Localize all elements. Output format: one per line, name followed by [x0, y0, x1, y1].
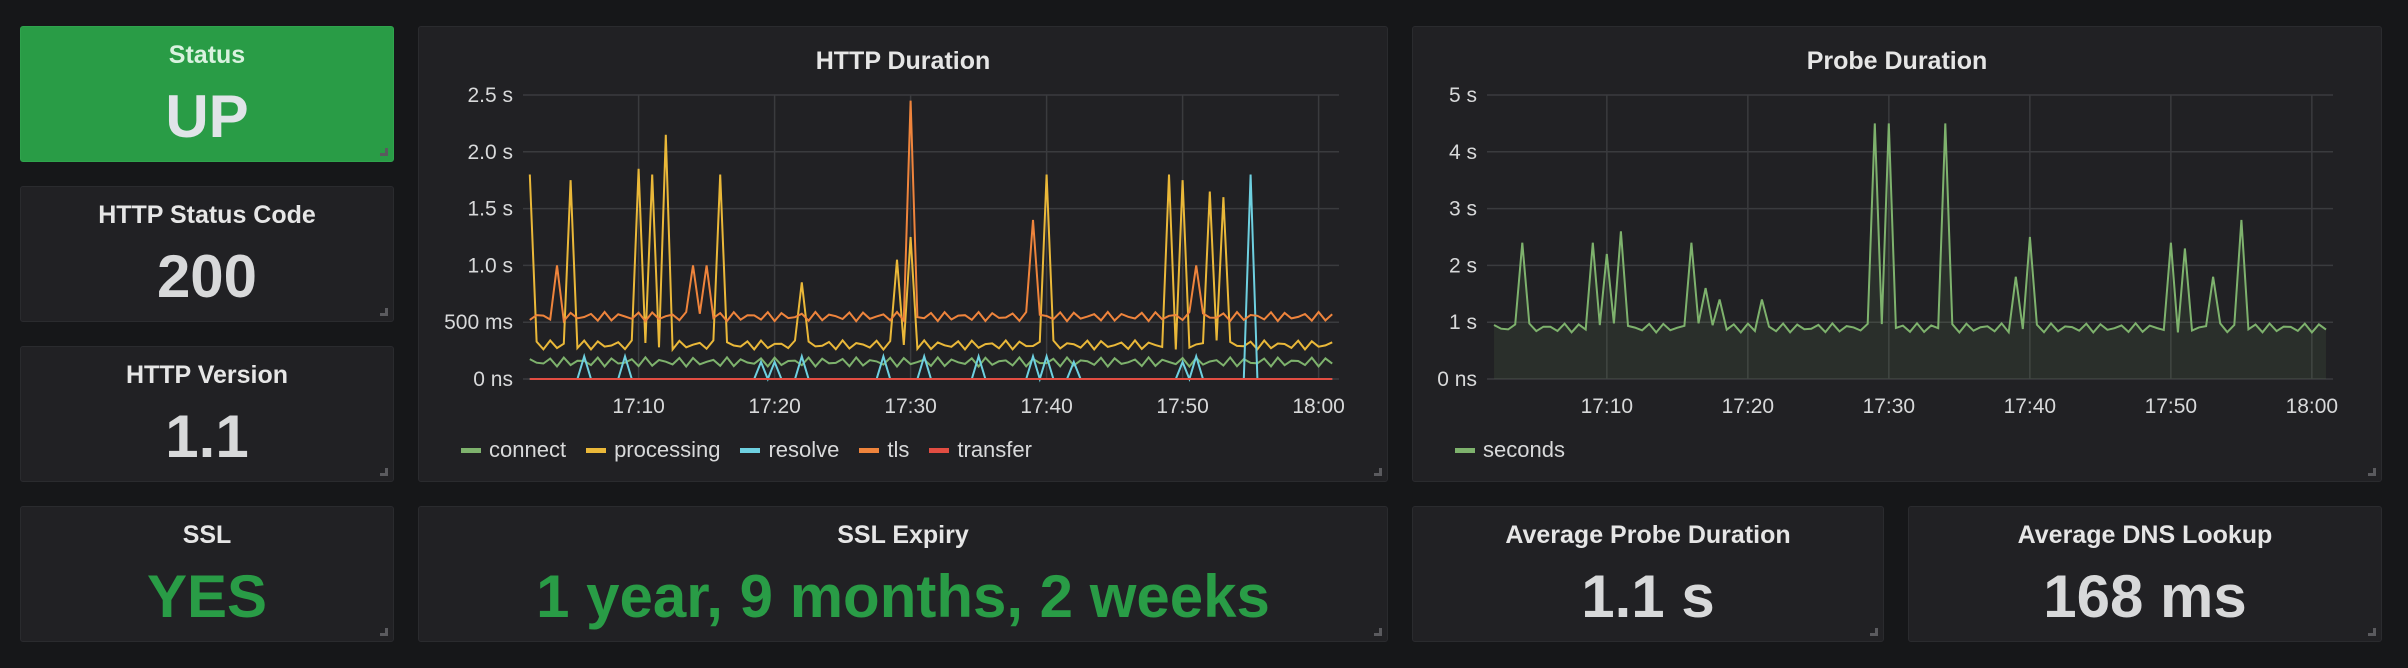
probe-duration-panel[interactable]: Probe Duration 0 ns 1 s 2 s 3 s 4 s 5 s 17:10 1…	[1412, 26, 2382, 482]
resize-handle[interactable]	[380, 148, 388, 156]
resize-handle[interactable]	[380, 468, 388, 476]
legend-swatch-tls	[859, 447, 880, 453]
legend-item-connect[interactable]: connect	[461, 437, 566, 463]
x-tick-label: 17:30	[1863, 395, 1916, 418]
probe-duration-title: Probe Duration	[1806, 47, 1988, 75]
avg-dns-lookup-panel[interactable]: Average DNS Lookup 168 ms	[1908, 506, 2382, 642]
resize-handle[interactable]	[1374, 468, 1382, 476]
resize-handle[interactable]	[380, 628, 388, 636]
y-tick-label: 1 s	[1449, 311, 1477, 334]
http-version-title: HTTP Version	[125, 361, 289, 389]
resize-handle[interactable]	[2368, 628, 2376, 636]
avg-dns-lookup-value: 168 ms	[2043, 563, 2247, 630]
x-tick-label: 17:10	[1581, 395, 1634, 418]
ssl-panel[interactable]: SSL YES	[20, 506, 394, 642]
x-tick-label: 17:10	[612, 395, 665, 418]
http-version-value: 1.1	[165, 403, 249, 470]
status-value: UP	[165, 83, 249, 150]
legend-swatch-seconds	[1455, 447, 1475, 453]
ssl-expiry-panel[interactable]: SSL Expiry 1 year, 9 months, 2 weeks	[418, 506, 1388, 642]
legend-item-tls[interactable]: tls	[859, 437, 909, 463]
legend-item-resolve[interactable]: resolve	[740, 437, 839, 463]
http-duration-chart[interactable]: 0 ns 500 ms 1.0 s 1.5 s 2.0 s 2.5 s 17:10 17:20…	[419, 27, 1389, 483]
legend-item-transfer[interactable]: transfer	[929, 437, 1032, 463]
ssl-value: YES	[146, 563, 268, 630]
series-line-seconds[interactable]	[1493, 123, 2327, 335]
legend-label-seconds: seconds	[1483, 437, 1565, 462]
x-tick-label: 17:40	[2004, 395, 2057, 418]
legend-item-processing[interactable]: processing	[586, 437, 720, 463]
resize-handle[interactable]	[1374, 628, 1382, 636]
x-tick-label: 18:00	[1292, 395, 1345, 418]
http-status-code-title: HTTP Status Code	[98, 201, 316, 229]
y-tick-label: 0 ns	[1437, 368, 1477, 391]
series-line-connect[interactable]	[529, 355, 1333, 369]
legend-swatch-transfer	[929, 447, 950, 453]
avg-probe-duration-value: 1.1 s	[1581, 563, 1715, 630]
y-tick-label: 2.5 s	[467, 84, 513, 107]
y-tick-label: 2.0 s	[467, 141, 513, 164]
legend-label-connect: connect	[489, 437, 567, 462]
series-line-tls[interactable]	[529, 100, 1333, 324]
status-panel[interactable]: Status UP	[20, 26, 394, 162]
avg-probe-duration-panel[interactable]: Average Probe Duration 1.1 s	[1412, 506, 1884, 642]
status-title: Status	[168, 41, 246, 69]
ssl-expiry-title: SSL Expiry	[837, 521, 969, 549]
x-tick-label: 17:20	[748, 395, 801, 418]
legend-label-processing: processing	[614, 437, 721, 462]
http-duration-panel[interactable]: HTTP Duration 0 ns 500 ms 1.0 s 1.5 s 2.0 s 2…	[418, 26, 1388, 482]
legend-swatch-resolve	[740, 447, 761, 453]
resize-handle[interactable]	[380, 308, 388, 316]
http-status-code-value: 200	[156, 243, 258, 310]
y-tick-label: 1.5 s	[467, 198, 513, 221]
x-tick-label: 18:00	[2286, 395, 2339, 418]
resize-handle[interactable]	[2368, 468, 2376, 476]
ssl-expiry-value: 1 year, 9 months, 2 weeks	[536, 563, 1270, 630]
series-area-seconds	[1494, 123, 2326, 380]
legend-label-resolve: resolve	[768, 437, 840, 462]
x-tick-label: 17:30	[884, 395, 937, 418]
x-tick-label: 17:40	[1020, 395, 1073, 418]
y-tick-label: 0 ns	[473, 368, 513, 391]
http-duration-title: HTTP Duration	[815, 47, 991, 75]
x-tick-label: 17:20	[1722, 395, 1775, 418]
resize-handle[interactable]	[1870, 628, 1878, 636]
y-tick-label: 3 s	[1449, 198, 1477, 221]
http-status-code-panel[interactable]: HTTP Status Code 200	[20, 186, 394, 322]
ssl-title: SSL	[182, 521, 232, 549]
legend-label-transfer: transfer	[957, 437, 1032, 462]
avg-probe-duration-title: Average Probe Duration	[1505, 521, 1791, 549]
y-tick-label: 500 ms	[444, 311, 513, 334]
y-tick-label: 5 s	[1449, 84, 1477, 107]
y-tick-label: 1.0 s	[467, 254, 513, 277]
avg-dns-lookup-title: Average DNS Lookup	[2017, 521, 2273, 549]
x-tick-label: 17:50	[2145, 395, 2198, 418]
http-duration-legend: connect processing resolve tls transfer	[461, 437, 1032, 463]
series-line-processing[interactable]	[528, 134, 1333, 353]
legend-label-tls: tls	[887, 437, 910, 462]
y-tick-label: 4 s	[1449, 141, 1477, 164]
probe-duration-legend: seconds	[1455, 437, 1565, 463]
legend-swatch-connect	[461, 447, 481, 453]
http-version-panel[interactable]: HTTP Version 1.1	[20, 346, 394, 482]
legend-swatch-processing	[586, 447, 607, 453]
legend-item-seconds[interactable]: seconds	[1455, 437, 1565, 463]
y-tick-label: 2 s	[1449, 254, 1477, 277]
x-tick-label: 17:50	[1156, 395, 1209, 418]
probe-duration-chart[interactable]: 0 ns 1 s 2 s 3 s 4 s 5 s 17:10 17:20 17:30 17:40 1…	[1413, 27, 2383, 483]
